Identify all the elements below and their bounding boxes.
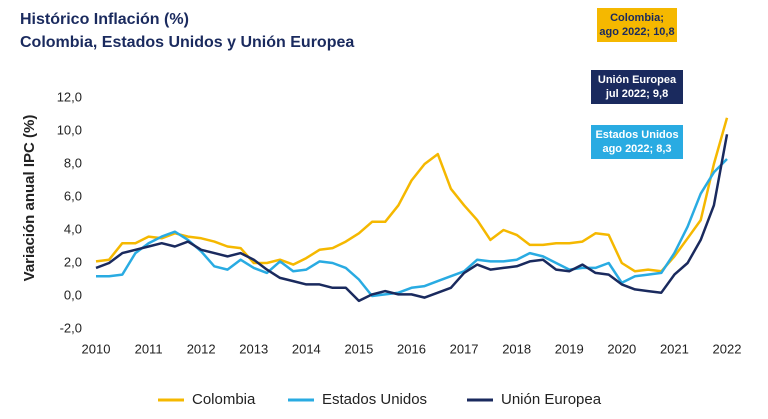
x-tick-label: 2022 (713, 341, 742, 356)
x-tick-label: 2015 (344, 341, 373, 356)
legend-label: Colombia (192, 391, 256, 408)
y-axis-label: Variación anual IPC (%) (21, 115, 38, 282)
y-tick-label: 4,0 (64, 221, 82, 236)
annotation-text: Colombia; (610, 12, 664, 24)
y-tick-label: 2,0 (64, 254, 82, 269)
annotation-text: ago 2022; 10,8 (599, 26, 674, 38)
y-tick-label: 8,0 (64, 155, 82, 170)
annotation-box (591, 70, 683, 104)
x-tick-label: 2016 (397, 341, 426, 356)
x-tick-label: 2010 (82, 341, 111, 356)
chart-title: Histórico Inflación (%) (20, 11, 189, 28)
x-tick-label: 2019 (555, 341, 584, 356)
annotation-text: jul 2022; 9,8 (605, 88, 668, 100)
x-tick-label: 2020 (607, 341, 636, 356)
x-tick-label: 2012 (187, 341, 216, 356)
x-tick-label: 2013 (239, 341, 268, 356)
legend-label: Unión Europea (501, 391, 602, 408)
series-line (95, 117, 729, 273)
y-tick-label: 6,0 (64, 188, 82, 203)
annotation-text: Unión Europea (598, 74, 677, 86)
annotation-text: ago 2022; 8,3 (602, 143, 671, 155)
y-tick-label: -2,0 (60, 320, 82, 335)
annotation-box (591, 125, 683, 159)
chart-subtitle: Colombia, Estados Unidos y Unión Europea (20, 34, 354, 51)
x-tick-label: 2018 (502, 341, 531, 356)
x-tick-label: 2017 (450, 341, 479, 356)
legend-label: Estados Unidos (322, 391, 427, 408)
series-line (95, 134, 729, 303)
y-tick-label: 10,0 (57, 122, 82, 137)
annotation-box (597, 8, 677, 42)
x-tick-label: 2021 (660, 341, 689, 356)
y-tick-label: 0,0 (64, 287, 82, 302)
annotation-text: Estados Unidos (595, 129, 678, 141)
y-tick-label: 12,0 (57, 89, 82, 104)
x-tick-label: 2011 (135, 341, 163, 356)
series-line (96, 158, 728, 298)
x-tick-label: 2014 (292, 341, 321, 356)
